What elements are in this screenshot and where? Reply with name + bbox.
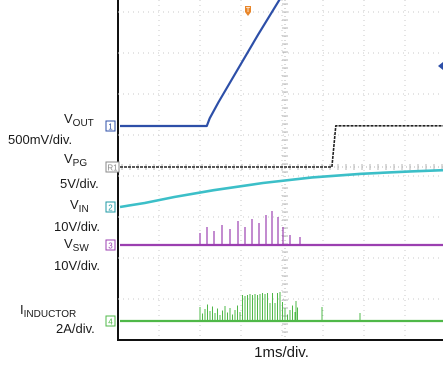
channel-badge-text-1: 1	[108, 123, 113, 132]
ch1-label: VOUT	[64, 112, 94, 131]
ch1-label-main: V	[64, 111, 73, 126]
plot-frame	[117, 0, 443, 341]
ch4-label-sub: INDUCTOR	[23, 309, 77, 320]
channel-badge-text-4: 4	[108, 318, 113, 327]
ch-r1-scale: 5V/div.	[60, 176, 99, 191]
ch2-scale: 10V/div.	[54, 219, 101, 234]
trace-ch-R1	[120, 125, 443, 168]
channel-badge-text-2: 2	[108, 204, 113, 213]
ch4-label: IINDUCTOR	[20, 303, 76, 322]
ch3-scale: 10V/div.	[54, 258, 101, 273]
ch3-label: VSW	[64, 237, 89, 256]
ch-r1-label-sub: PG	[72, 158, 88, 169]
ch-r1-label: VPG	[64, 152, 87, 171]
ch2-label-sub: IN	[78, 204, 89, 215]
ch1-scale: 500mV/div.	[8, 132, 73, 147]
ch2-label: VIN	[70, 198, 89, 217]
channel-badge-3	[105, 239, 116, 251]
timebase-label: 1ms/div.	[254, 344, 309, 361]
channel-badge-text-R1: R1	[107, 164, 118, 173]
trace-ch-1	[120, 0, 281, 128]
trigger-marker	[245, 6, 251, 16]
channel-badge-1	[105, 120, 116, 132]
channel-badge-2	[105, 201, 116, 213]
channel-badge-text-3: 3	[108, 242, 113, 251]
channel-badge-R1	[105, 161, 120, 173]
ch3-label-main: V	[64, 236, 73, 251]
trace-ch-2	[119, 168, 443, 209]
ch-r1-label-main: V	[64, 151, 73, 166]
right-edge-marker	[438, 62, 443, 70]
ch2-label-main: V	[70, 197, 79, 212]
channel-badge-4	[105, 315, 116, 327]
trigger-marker-label: T	[246, 7, 251, 14]
ch4-scale: 2A/div.	[56, 321, 95, 336]
ch4-label-main: I	[20, 302, 24, 317]
ch3-label-sub: SW	[72, 243, 89, 254]
ch1-label-sub: OUT	[72, 118, 94, 129]
